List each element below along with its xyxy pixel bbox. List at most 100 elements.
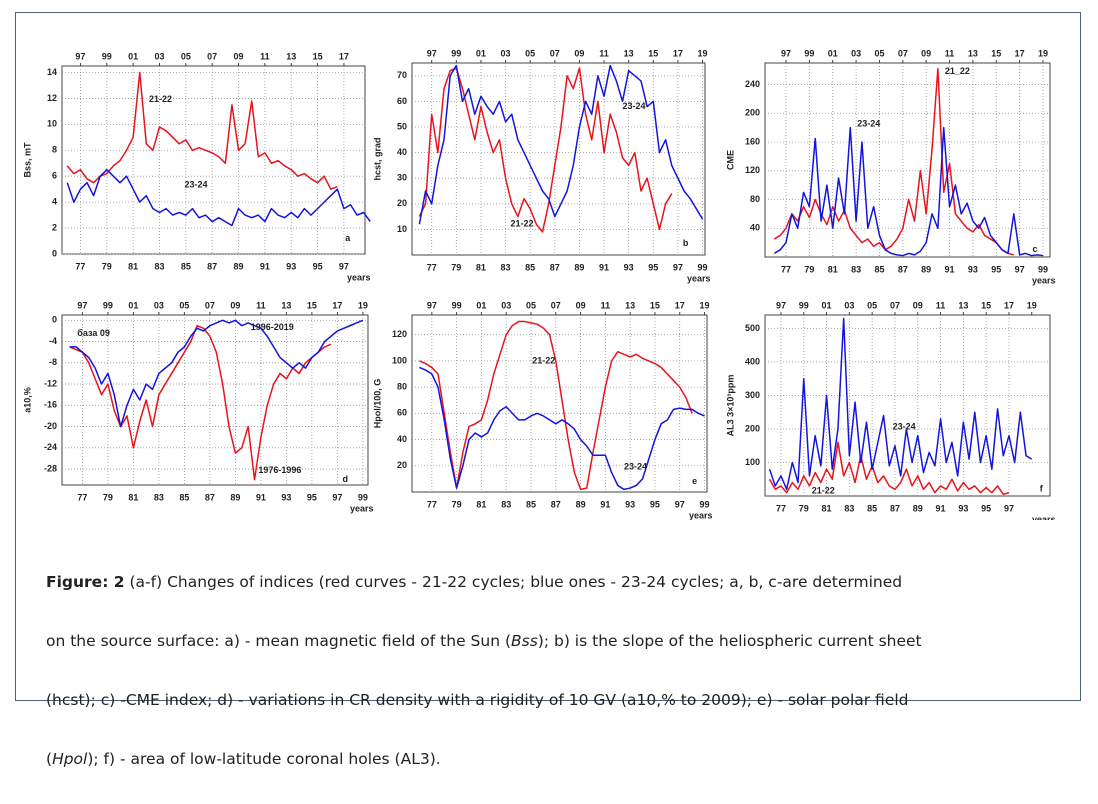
x-tick-label: 79 [103, 492, 113, 502]
plot-area [61, 314, 369, 486]
x-axis-label: years [350, 503, 374, 513]
x-tick-label: 95 [650, 499, 660, 509]
x2-tick-label: 03 [154, 51, 164, 61]
x-tick-label: 81 [128, 492, 138, 502]
y-tick-label: 200 [745, 108, 760, 118]
series-line [768, 317, 1033, 491]
x-tick-label: 97 [673, 262, 683, 272]
y-tick-label: 100 [392, 355, 407, 365]
x2-tick-label: 03 [851, 48, 861, 58]
series-line [66, 168, 371, 227]
x2-tick-label: 01 [822, 300, 832, 310]
x2-tick-label: 05 [874, 48, 884, 58]
y-tick-label: 0 [52, 248, 57, 258]
series-line [66, 71, 338, 190]
x2-tick-label: 05 [526, 300, 536, 310]
x2-tick-label: 13 [968, 48, 978, 58]
x-tick-label: 77 [427, 262, 437, 272]
x2-tick-label: 11 [936, 300, 946, 310]
series-label: 23-24 [857, 118, 880, 128]
y-tick-label: 30 [397, 173, 407, 183]
caption-line: on the source surface: a) - mean magneti… [46, 627, 1056, 657]
annotation: d [343, 474, 349, 484]
x-tick-label: 83 [154, 492, 164, 502]
annotation: e [692, 476, 697, 486]
x2-tick-label: 97 [75, 51, 85, 61]
series-label: 1996-2019 [251, 322, 294, 332]
x-tick-label: 77 [77, 492, 87, 502]
x2-tick-label: 13 [958, 300, 968, 310]
x-tick-label: 89 [576, 499, 586, 509]
x-tick-label: 93 [286, 261, 296, 271]
x2-tick-label: 07 [890, 300, 900, 310]
y-tick-label: 10 [47, 119, 57, 129]
series-line [768, 441, 1010, 496]
x-tick-label: 87 [551, 499, 561, 509]
x2-tick-label: 01 [828, 48, 838, 58]
x2-tick-label: 17 [1004, 300, 1014, 310]
x-tick-label: 95 [313, 261, 323, 271]
x-axis-label: years [1032, 514, 1056, 520]
x-axis-label: years [347, 272, 371, 282]
x2-tick-label: 05 [867, 300, 877, 310]
y-tick-label: 70 [397, 70, 407, 80]
x2-tick-label: 15 [648, 48, 658, 58]
x2-tick-label: 99 [452, 300, 462, 310]
series-line [418, 67, 673, 233]
x-tick-label: 77 [781, 264, 791, 274]
caption-text: (hcst); c) -CME index; d) - variations i… [46, 690, 909, 709]
x-tick-label: 83 [501, 499, 511, 509]
x2-tick-label: 15 [313, 51, 323, 61]
y-tick-label: 120 [392, 329, 407, 339]
x2-tick-label: 19 [358, 300, 368, 310]
y-tick-label: 100 [745, 457, 760, 467]
annotation: f [1040, 484, 1044, 494]
y-tick-label: 240 [745, 79, 760, 89]
y-tick-label: 2 [52, 222, 57, 232]
y-tick-label: 0 [52, 315, 57, 325]
x-tick-label: 89 [574, 262, 584, 272]
x2-tick-label: 19 [700, 300, 710, 310]
x-tick-label: 87 [550, 262, 560, 272]
y-tick-label: 80 [397, 381, 407, 391]
x-tick-label: 83 [154, 261, 164, 271]
y-tick-label: 6 [52, 171, 57, 181]
x2-tick-label: 11 [945, 48, 955, 58]
x-tick-label: 99 [1038, 264, 1048, 274]
x-axis-label: years [1032, 275, 1056, 285]
x-tick-label: 81 [828, 264, 838, 274]
y-tick-label: -20 [44, 421, 57, 431]
y-tick-label: 40 [397, 434, 407, 444]
x-tick-label: 77 [427, 499, 437, 509]
x-tick-label: 87 [207, 261, 217, 271]
x2-tick-label: 99 [799, 300, 809, 310]
annotation: b [683, 238, 689, 248]
caption-line: Figure: 2 (a-f) Changes of indices (red … [46, 568, 1056, 598]
y-tick-label: 40 [750, 223, 760, 233]
series-line [418, 64, 704, 225]
x-tick-label: 85 [179, 492, 189, 502]
x-tick-label: 85 [525, 262, 535, 272]
figure-frame [15, 12, 1081, 701]
x2-tick-label: 97 [427, 300, 437, 310]
x2-tick-label: 11 [256, 300, 266, 310]
x2-tick-label: 09 [921, 48, 931, 58]
chart-panel: 10 20 30 40 50 60 70 77 79 81 83 85 87 89 91 93 95 97 99 97… [372, 48, 710, 283]
y-axis-label: hcst, grad [372, 137, 382, 180]
x-tick-label: 93 [968, 264, 978, 274]
series-label: 23-24 [185, 180, 208, 190]
caption-text: ); f) - area of low-latitude coronal hol… [87, 749, 441, 768]
x-tick-label: 91 [256, 492, 266, 502]
x-tick-label: 85 [874, 264, 884, 274]
x2-tick-label: 07 [207, 51, 217, 61]
x-tick-label: 97 [1004, 503, 1014, 513]
x-tick-label: 79 [102, 261, 112, 271]
x2-tick-label: 09 [576, 300, 586, 310]
x-tick-label: 99 [358, 492, 368, 502]
x2-tick-label: 15 [981, 300, 991, 310]
x2-tick-label: 01 [128, 300, 138, 310]
x-tick-label: 95 [981, 503, 991, 513]
x2-tick-label: 07 [205, 300, 215, 310]
y-tick-label: 80 [750, 194, 760, 204]
